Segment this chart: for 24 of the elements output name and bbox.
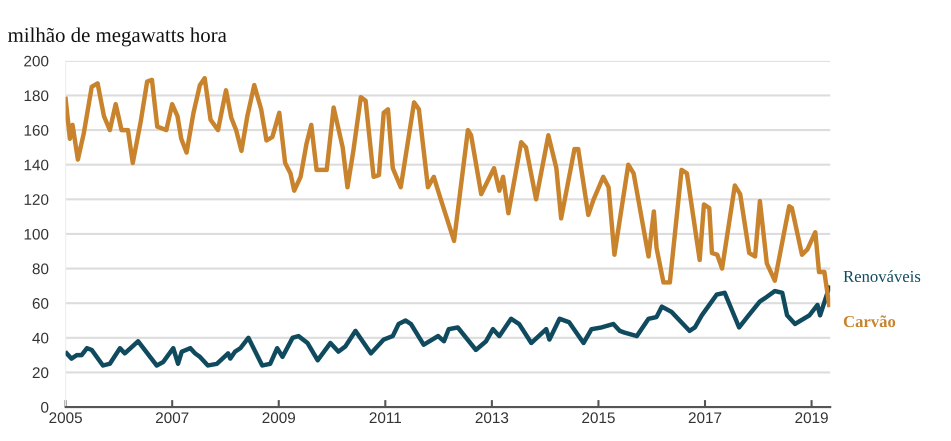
y-tick-label: 120 xyxy=(24,194,48,206)
y-tick-label: 60 xyxy=(32,298,48,309)
y-tick-label: 140 xyxy=(24,160,48,170)
y-tick-label: 0 xyxy=(41,402,48,413)
y-tick-label: 100 xyxy=(24,228,48,240)
y-tick-label: 180 xyxy=(24,90,48,102)
chart-title: milhão de megawatts hora xyxy=(8,27,227,46)
line-series xyxy=(66,76,830,308)
y-tick-label: 200 xyxy=(24,56,48,67)
x-tick-label: 2013 xyxy=(476,412,508,424)
x-tick-label: 2017 xyxy=(688,412,722,424)
x-tick-label: 2005 xyxy=(49,412,82,424)
x-tick-label: 2015 xyxy=(582,412,615,424)
y-tick-label: 80 xyxy=(32,263,48,274)
y-tick-label: 20 xyxy=(32,367,48,378)
x-tick-label: 2009 xyxy=(262,412,296,424)
x-tick-label: 2007 xyxy=(156,412,188,424)
line-series xyxy=(66,285,830,368)
y-tick-label: 40 xyxy=(32,332,48,344)
series-label: Renováveis xyxy=(844,270,920,282)
x-tick-label: 2019 xyxy=(795,412,828,424)
y-tick-label: 160 xyxy=(24,124,48,136)
x-tick-label: 2011 xyxy=(370,412,401,424)
series-label: Carvão xyxy=(844,315,896,328)
